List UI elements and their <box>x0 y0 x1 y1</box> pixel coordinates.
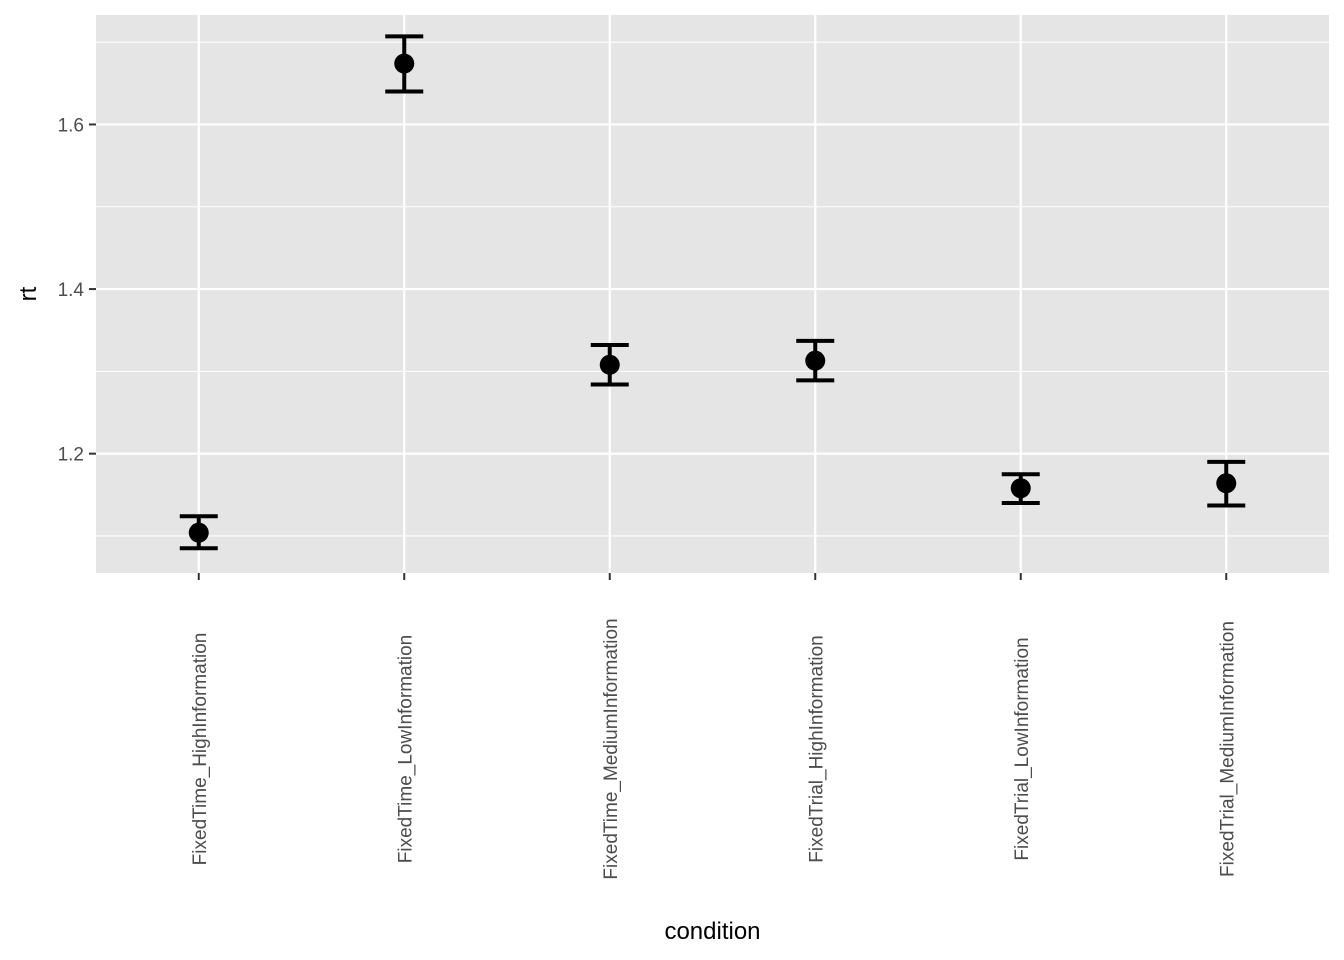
y-tick-label: 1.4 <box>58 280 85 301</box>
plot-panel <box>96 15 1329 573</box>
y-tick-label: 1.6 <box>58 115 84 136</box>
data-point <box>1216 473 1237 494</box>
data-marks <box>179 34 1246 551</box>
y-axis: 1.2 1.4 1.6 <box>58 115 96 466</box>
x-tick-label: FixedTime_LowInformation <box>395 635 416 863</box>
x-tick-label: FixedTrial_LowInformation <box>1012 637 1033 860</box>
x-tick-label: FixedTime_HighInformation <box>190 633 211 866</box>
x-tick-label: FixedTrial_HighInformation <box>806 635 827 862</box>
data-point <box>599 354 620 375</box>
x-axis: FixedTime_HighInformation FixedTime_LowIn… <box>190 573 1238 880</box>
y-axis-title: rt <box>15 286 42 301</box>
x-tick-label: FixedTime_MediumInformation <box>601 618 622 879</box>
x-axis-title: condition <box>664 918 760 945</box>
x-tick-label: FixedTrial_MediumInformation <box>1217 621 1238 877</box>
y-tick-label: 1.2 <box>58 445 84 466</box>
data-point <box>188 522 209 543</box>
data-point <box>805 350 826 371</box>
data-point <box>1010 478 1031 499</box>
minor-gridlines <box>96 41 1329 537</box>
data-point <box>394 53 415 74</box>
